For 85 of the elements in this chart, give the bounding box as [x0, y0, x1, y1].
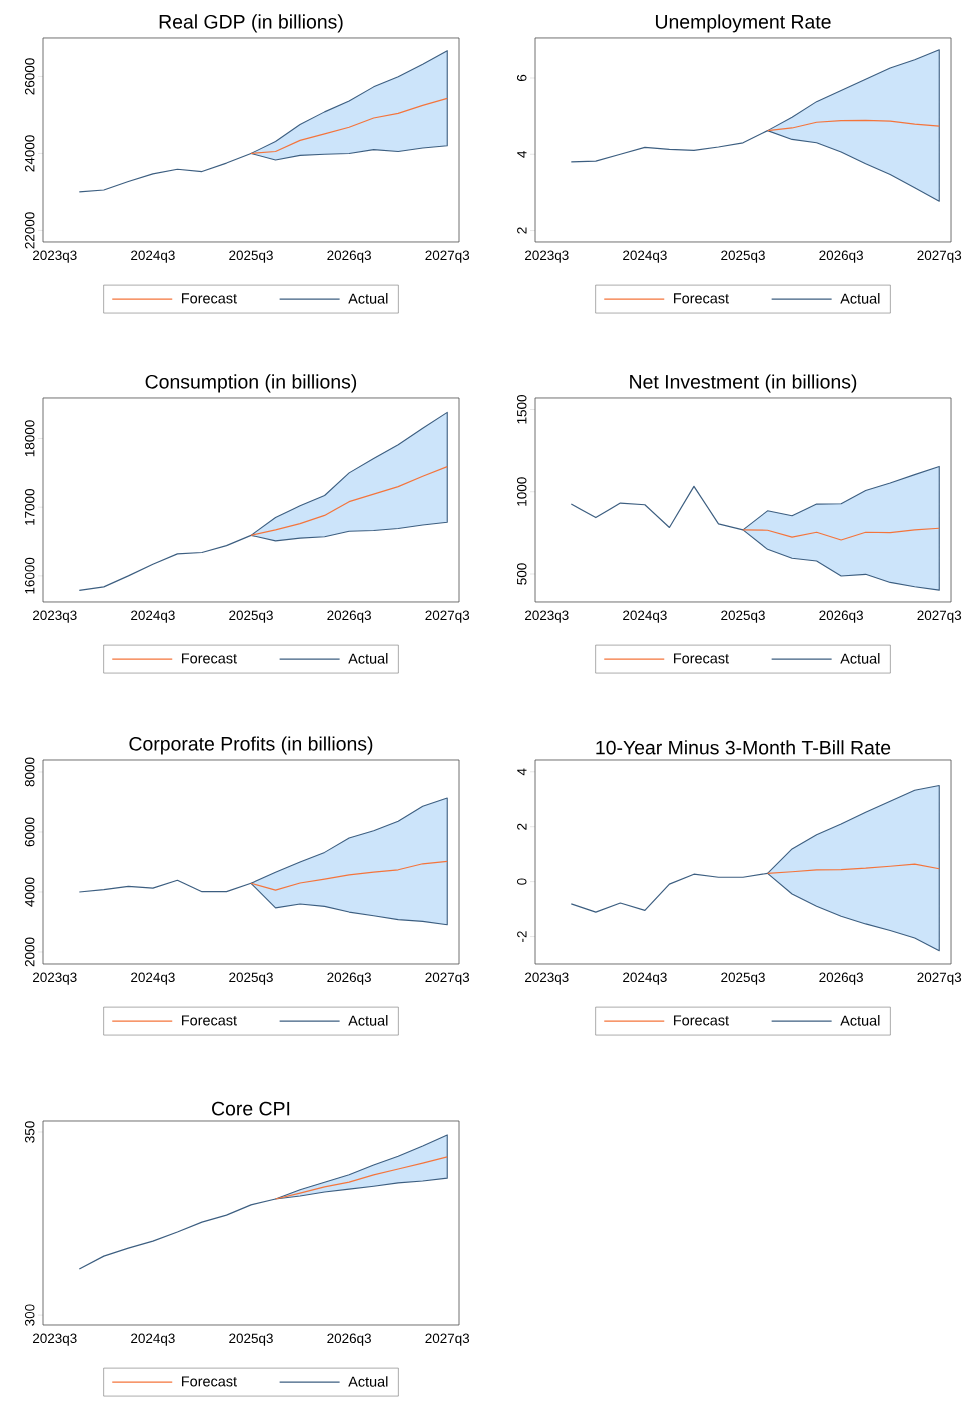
x-tick-label: 2023q3 [33, 610, 77, 623]
y-tick-label: 16000 [24, 557, 35, 594]
y-tick-label: 2 [517, 823, 527, 830]
y-tick-label: 4 [517, 150, 527, 158]
x-tick-label: 2027q3 [425, 972, 470, 985]
y-tick-label: 0 [516, 878, 527, 885]
chart-title: 10-Year Minus 3-Month T-Bill Rate [596, 740, 891, 755]
y-tick-label: 26000 [24, 58, 35, 95]
chart-title: Real GDP (in billions) [159, 14, 343, 33]
x-tick-label: 2025q3 [229, 250, 273, 263]
legend-label: Forecast [674, 293, 729, 304]
x-tick-label: 2026q3 [819, 972, 863, 985]
legend-label: Forecast [182, 653, 237, 664]
legend-label: Actual [840, 1015, 880, 1026]
legend-label: Forecast [182, 1376, 237, 1387]
x-tick-label: 2024q3 [131, 1333, 175, 1346]
x-tick-label: 2023q3 [33, 250, 77, 263]
chart-title: Corporate Profits (in billions) [129, 736, 373, 755]
y-tick-label: 1500 [516, 395, 527, 424]
y-tick-label: 2 [517, 227, 527, 234]
x-tick-label: 2026q3 [819, 250, 863, 263]
y-tick-label: 1000 [516, 477, 527, 506]
x-tick-label: 2024q3 [131, 610, 175, 623]
x-tick-label: 2026q3 [327, 972, 371, 985]
y-tick-label: 500 [516, 563, 527, 585]
legend-label: Actual [348, 1015, 388, 1026]
x-tick-label: 2023q3 [525, 972, 569, 985]
chart-title: Net Investment (in billions) [630, 374, 857, 393]
legend-label: Actual [348, 293, 388, 304]
x-tick-label: 2027q3 [425, 610, 470, 623]
x-tick-label: 2023q3 [33, 1333, 77, 1346]
x-tick-label: 2024q3 [623, 250, 667, 263]
legend-label: Forecast [674, 653, 729, 664]
y-tick-label: 4000 [24, 877, 35, 907]
legend-label: Forecast [674, 1015, 729, 1026]
x-tick-label: 2023q3 [525, 610, 569, 623]
x-tick-label: 2025q3 [721, 972, 765, 985]
x-tick-label: 2027q3 [425, 1333, 470, 1346]
x-tick-label: 2027q3 [917, 610, 962, 623]
line-series [274, 1156, 448, 1200]
x-tick-label: 2025q3 [721, 250, 765, 263]
legend-label: Actual [348, 653, 388, 664]
y-tick-label: 4 [517, 768, 527, 776]
x-tick-label: 2025q3 [229, 972, 273, 985]
y-tick-label: 8000 [24, 757, 35, 787]
legend-label: Forecast [182, 1015, 237, 1026]
x-tick-label: 2025q3 [721, 610, 765, 623]
line-series [766, 119, 940, 132]
legend-label: Forecast [182, 293, 237, 304]
line-series [250, 466, 448, 536]
chart-title: Core CPI [212, 1101, 290, 1116]
y-tick-label: 6000 [24, 817, 35, 847]
y-tick-label: 18000 [24, 420, 35, 457]
x-tick-label: 2027q3 [917, 972, 962, 985]
legend-label: Actual [840, 293, 880, 304]
y-tick-label: 17000 [24, 489, 35, 525]
x-tick-label: 2024q3 [131, 972, 175, 985]
x-tick-label: 2026q3 [327, 250, 371, 263]
x-tick-label: 2024q3 [131, 250, 175, 263]
x-tick-label: 2027q3 [917, 250, 962, 263]
x-tick-label: 2024q3 [623, 972, 667, 985]
y-tick-label: -2 [517, 931, 527, 942]
chart-title: Consumption (in billions) [145, 374, 357, 393]
x-tick-label: 2026q3 [327, 610, 371, 623]
y-tick-label: 22000 [24, 212, 35, 249]
y-tick-label: 300 [24, 1304, 35, 1326]
y-tick-label: 2000 [24, 937, 35, 967]
x-tick-label: 2023q3 [33, 972, 77, 985]
x-tick-label: 2024q3 [623, 610, 667, 623]
y-tick-label: 6 [516, 74, 527, 82]
x-tick-label: 2025q3 [229, 610, 273, 623]
x-tick-label: 2027q3 [425, 250, 470, 263]
x-tick-label: 2025q3 [229, 1333, 273, 1346]
line-series [742, 527, 940, 541]
y-tick-label: 24000 [24, 135, 35, 172]
legend-label: Actual [348, 1376, 388, 1387]
legend-label: Actual [840, 653, 880, 664]
x-tick-label: 2026q3 [327, 1333, 371, 1346]
x-tick-label: 2023q3 [525, 250, 569, 263]
line-series [766, 863, 940, 874]
y-tick-label: 350 [24, 1121, 35, 1143]
line-series [250, 860, 448, 891]
chart-title: Unemployment Rate [655, 14, 831, 33]
x-tick-label: 2026q3 [819, 610, 863, 623]
line-series [250, 97, 448, 155]
